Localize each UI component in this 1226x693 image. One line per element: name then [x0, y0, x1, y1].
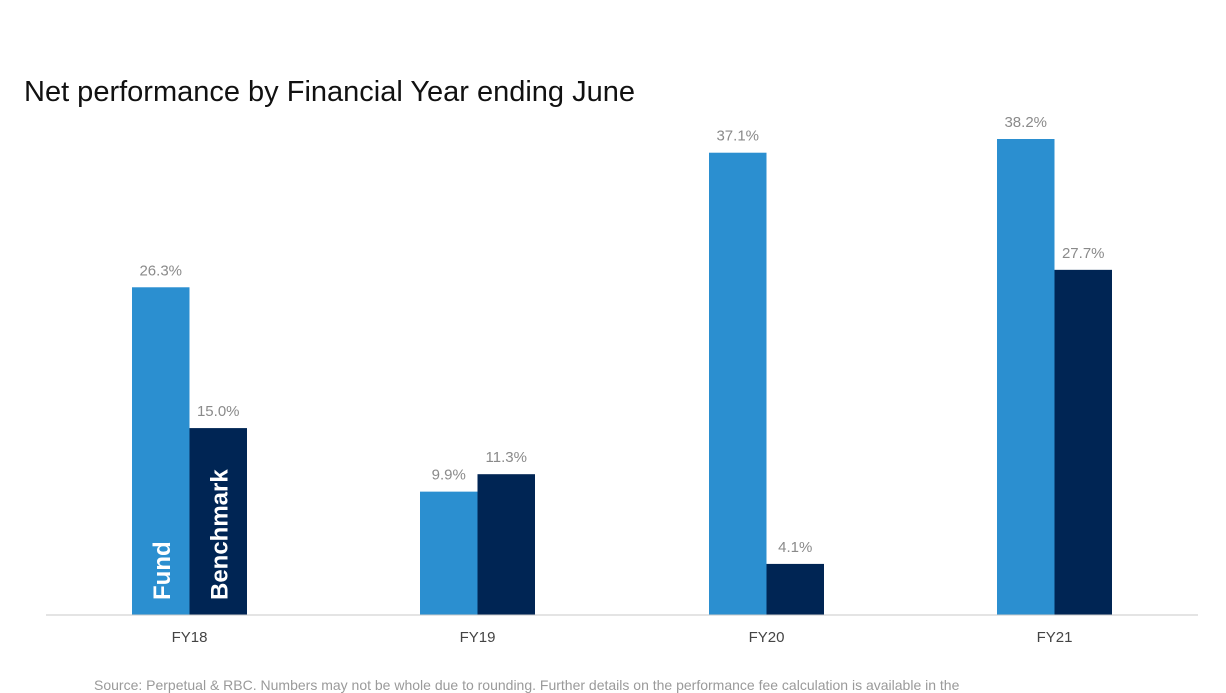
value-label-fund-fy20: 37.1% — [716, 128, 759, 145]
bar-benchmark-fy19 — [477, 474, 535, 615]
value-label-benchmark-fy19: 11.3% — [486, 449, 527, 466]
bars-layer — [132, 139, 1112, 616]
bar-fund-fy21 — [997, 139, 1055, 615]
chart-title: Net performance by Financial Year ending… — [24, 76, 635, 108]
value-label-fund-fy19: 9.9% — [432, 467, 466, 484]
x-tick-label-fy19: FY19 — [460, 629, 496, 646]
bar-fund-fy19 — [420, 491, 478, 615]
bar-benchmark-fy21 — [1054, 269, 1112, 615]
x-tick-label-fy21: FY21 — [1037, 629, 1073, 646]
value-label-fund-fy21: 38.2% — [1004, 114, 1047, 131]
bar-benchmark-fy20 — [766, 563, 824, 615]
value-label-benchmark-fy21: 27.7% — [1062, 245, 1105, 262]
value-label-benchmark-fy18: 15.0% — [197, 403, 240, 420]
value-label-benchmark-fy20: 4.1% — [778, 539, 812, 556]
bar-fund-fy18 — [132, 287, 190, 615]
source-note: Source: Perpetual & RBC. Numbers may not… — [94, 677, 960, 693]
bar-fund-fy20 — [709, 152, 767, 616]
x-tick-label-fy18: FY18 — [172, 629, 208, 646]
bar-benchmark-fy18 — [189, 428, 247, 615]
legend-benchmark: Benchmark — [206, 469, 233, 600]
legend-fund: Fund — [149, 541, 176, 600]
x-tick-label-fy20: FY20 — [749, 629, 785, 646]
labels-layer: 26.3% Fund 15.0% Benchmark FY18 9.9% 11.3% FY19… — [139, 114, 1104, 646]
value-label-fund-fy18: 26.3% — [139, 262, 182, 279]
